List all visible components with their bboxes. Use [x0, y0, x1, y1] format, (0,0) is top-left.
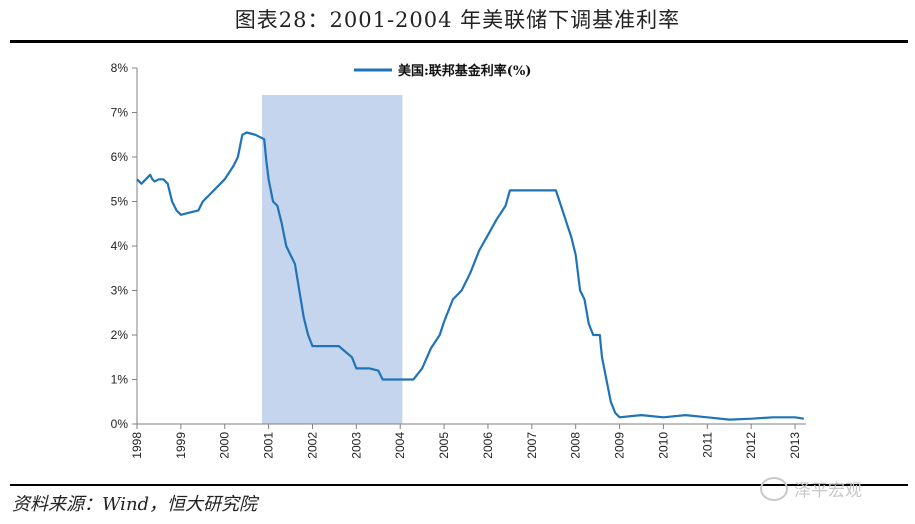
x-tick-label: 2012	[744, 432, 758, 459]
x-tick-label: 2007	[525, 432, 539, 459]
y-tick-label: 2%	[111, 328, 129, 342]
x-tick-label: 2009	[613, 432, 627, 459]
y-tick-label: 1%	[111, 373, 129, 387]
y-tick-label: 8%	[111, 61, 129, 75]
y-tick-label: 5%	[111, 195, 129, 209]
x-tick-label: 2000	[218, 432, 232, 459]
x-tick-label: 2002	[305, 432, 319, 459]
x-tick-label: 2010	[656, 432, 670, 459]
x-tick-label: 2013	[788, 432, 802, 459]
x-tick-label: 1998	[130, 432, 144, 459]
x-tick-label: 2008	[569, 432, 583, 459]
watermark-text: 泽平宏观	[794, 481, 862, 501]
x-tick-label: 1999	[174, 432, 188, 459]
x-tick-label: 2005	[437, 432, 451, 459]
footer-rule	[10, 484, 908, 486]
x-tick-label: 2006	[481, 432, 495, 459]
chart-title: 图表28：2001-2004 年美联储下调基准利率	[234, 8, 681, 32]
shaded-period	[262, 95, 403, 424]
x-tick-label: 2004	[393, 432, 407, 459]
watermark: 泽平宏观	[760, 476, 862, 501]
y-tick-label: 7%	[111, 106, 129, 120]
legend-label: 美国:联邦基金利率(%)	[398, 63, 531, 79]
x-tick-label: 2011	[700, 432, 714, 458]
x-tick-label: 2003	[349, 432, 363, 459]
y-tick-label: 0%	[111, 417, 129, 431]
wechat-icon	[760, 476, 788, 501]
y-tick-label: 4%	[111, 239, 129, 253]
y-tick-label: 6%	[111, 150, 129, 164]
x-tick-label: 2001	[262, 432, 276, 459]
series-line-fed-funds-rate	[136, 131, 804, 421]
source-note: 资料来源：Wind，恒大研究院	[12, 494, 258, 515]
y-tick-label: 3%	[111, 284, 129, 298]
title-rule	[10, 40, 908, 43]
